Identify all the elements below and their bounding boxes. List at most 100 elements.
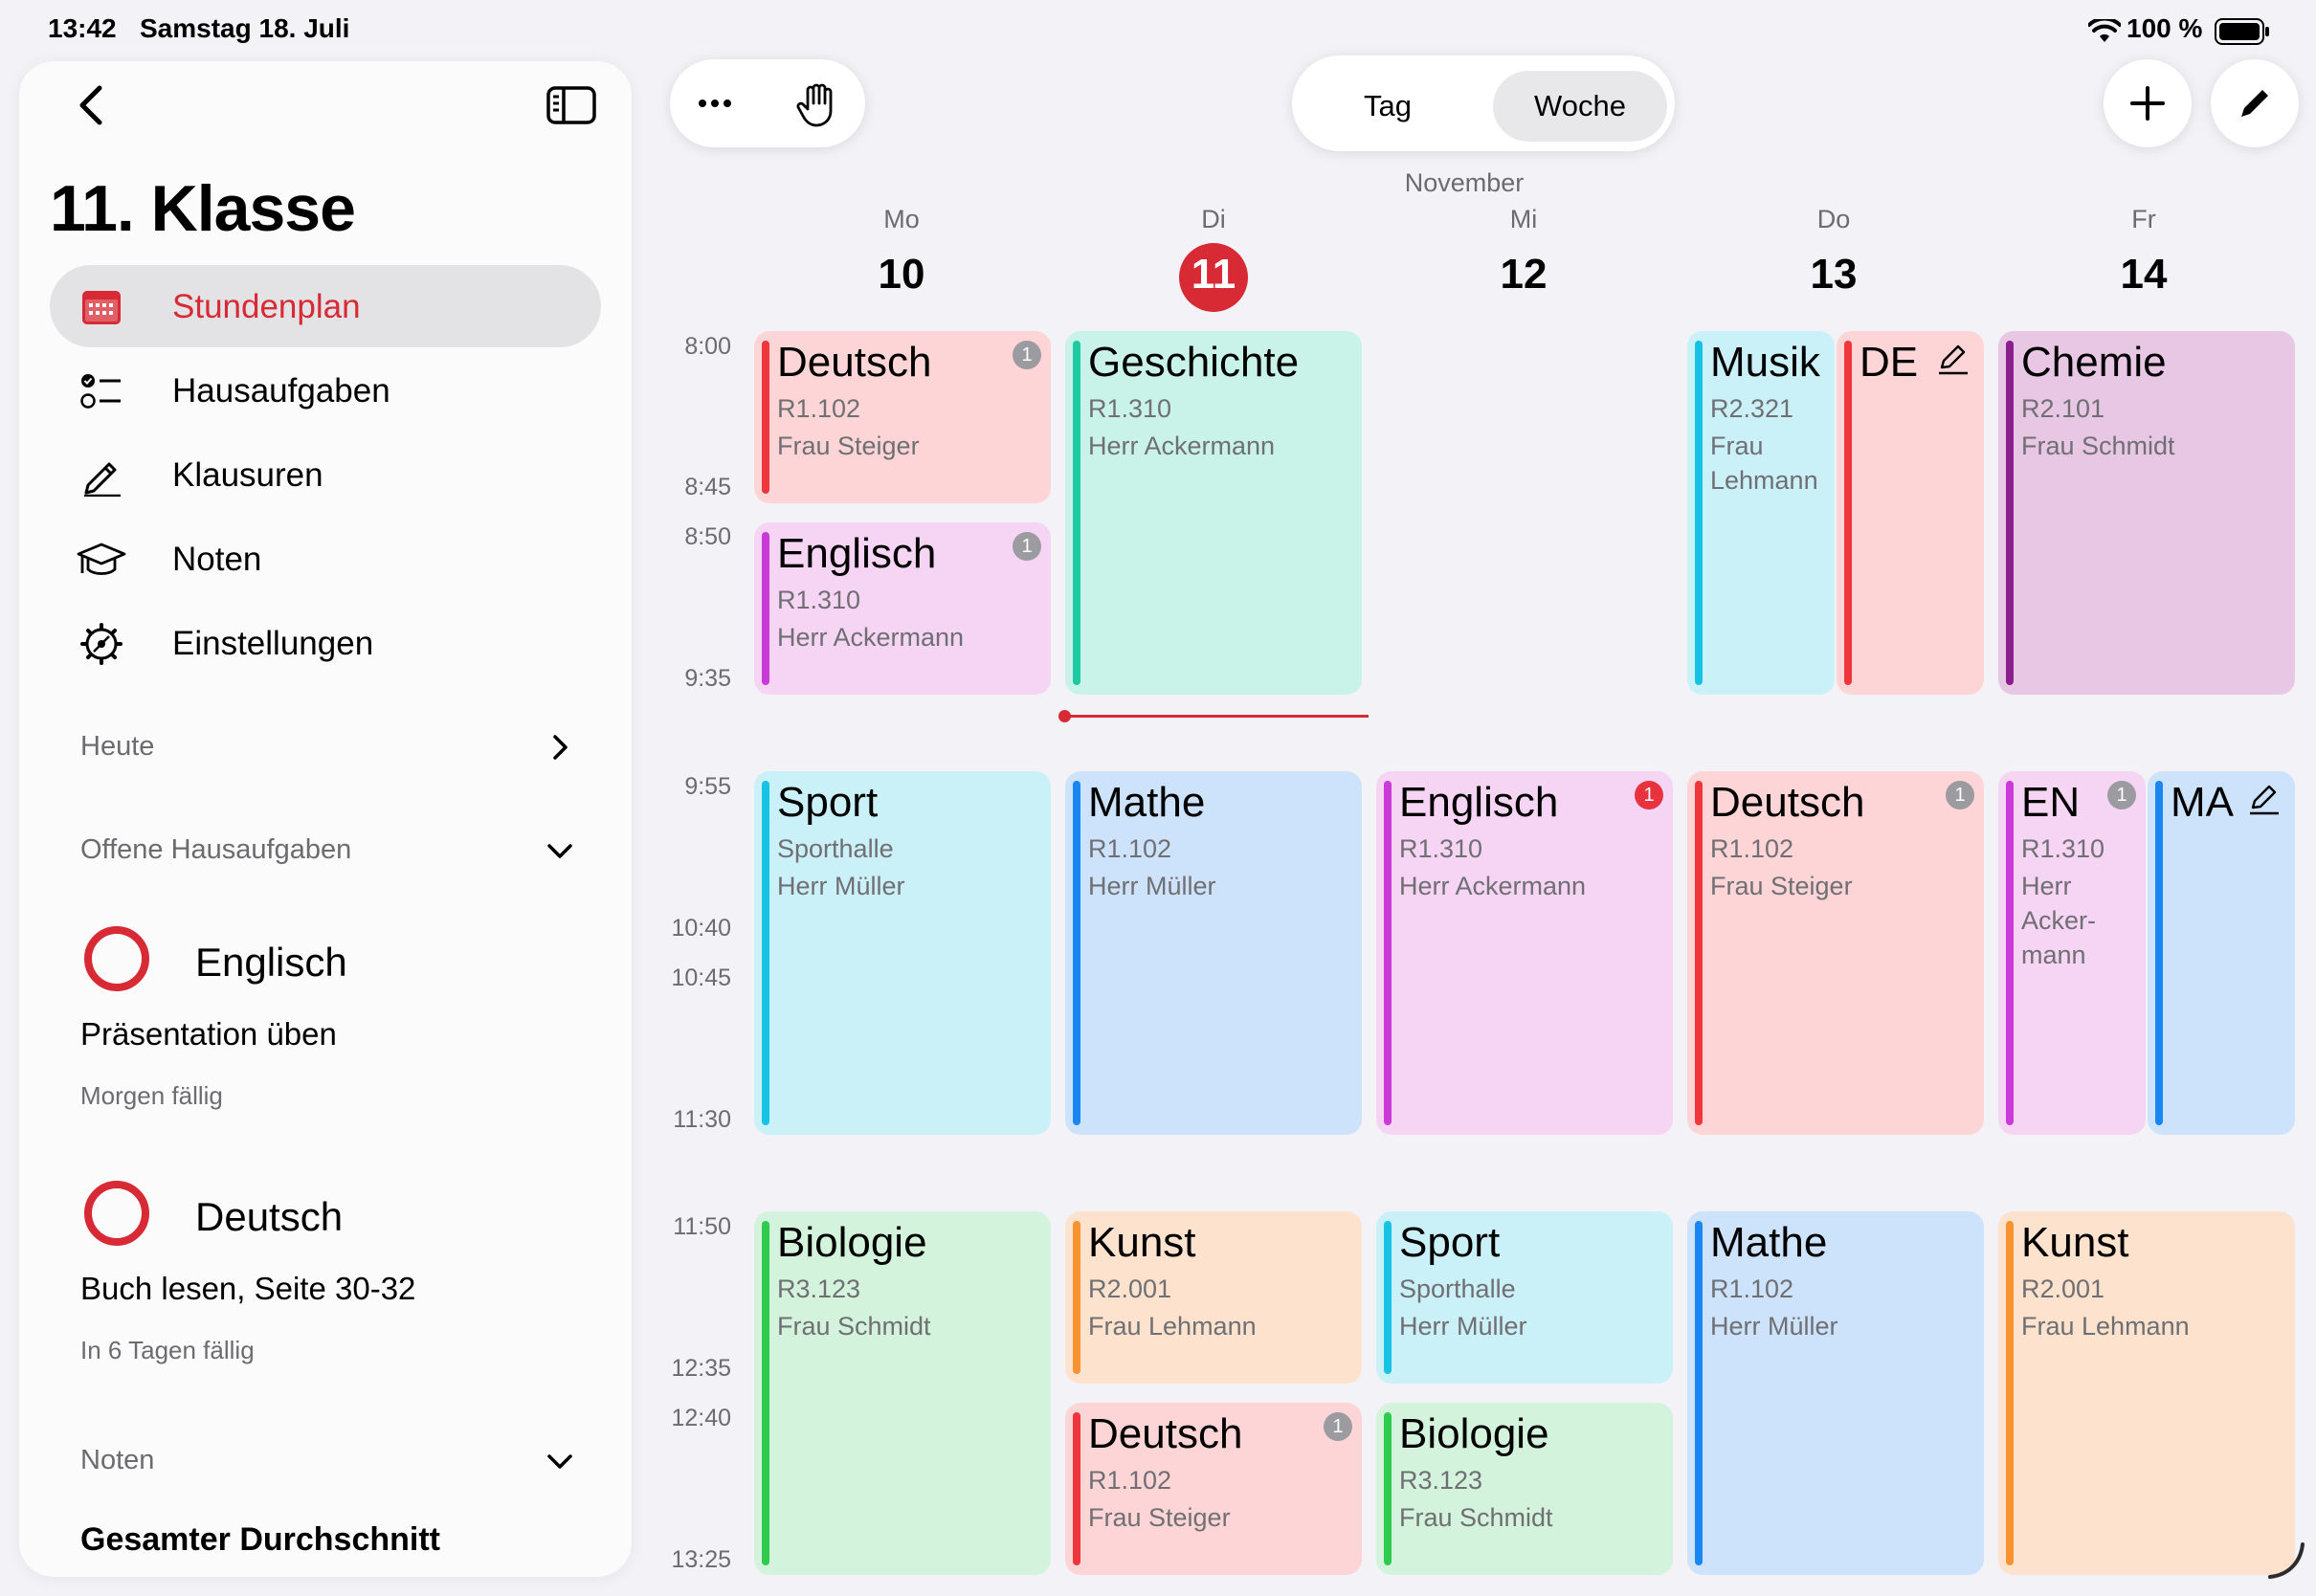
- subject-color-bar: [1073, 341, 1080, 685]
- sidebar-item-einstellungen[interactable]: Einstellungen: [50, 602, 601, 684]
- lesson-block[interactable]: Englisch R1.310 Herr Ackermann 1: [1376, 771, 1673, 1135]
- lesson-teacher: Herr Acker- mann: [2021, 869, 2096, 972]
- edit-button[interactable]: [2211, 59, 2299, 147]
- homework-count-badge: 1: [1013, 341, 1041, 369]
- subject-color-bar: [1695, 781, 1703, 1125]
- day-number-mo[interactable]: 10: [878, 251, 925, 298]
- lesson-block[interactable]: Deutsch R1.102 Frau Steiger 1: [1687, 771, 1984, 1135]
- corner-resize-icon[interactable]: [2264, 1539, 2306, 1581]
- gear-icon: [80, 623, 122, 665]
- view-woche-button[interactable]: Woche: [1493, 71, 1667, 142]
- status-date: Samstag 18. Juli: [140, 13, 350, 43]
- lesson-subject: Sport: [1399, 1219, 1501, 1266]
- homework-complete-toggle[interactable]: [84, 1181, 149, 1246]
- lesson-subject: Mathe: [1710, 1219, 1828, 1266]
- subject-color-bar: [1384, 1221, 1392, 1374]
- lesson-subject: DE: [1859, 339, 1919, 386]
- more-options-icon[interactable]: [691, 84, 739, 122]
- lesson-teacher: Herr Ackermann: [777, 623, 965, 652]
- lesson-block[interactable]: Biologie R3.123 Frau Schmidt: [754, 1211, 1051, 1575]
- lesson-teacher: Frau Steiger: [1710, 872, 1853, 900]
- section-noten[interactable]: Noten: [80, 1445, 155, 1475]
- sidebar-item-klausuren[interactable]: Klausuren: [50, 433, 601, 516]
- lesson-block[interactable]: Sport Sporthalle Herr Müller: [754, 771, 1051, 1135]
- subject-color-bar: [1844, 341, 1852, 685]
- lesson-block[interactable]: Mathe R1.102 Herr Müller: [1687, 1211, 1984, 1575]
- lesson-block[interactable]: Kunst R2.001 Frau Lehmann: [1065, 1211, 1362, 1384]
- wifi-icon: [2088, 19, 2121, 42]
- pencil-icon: [2241, 90, 2268, 117]
- time-label: 12:35: [671, 1355, 731, 1382]
- lesson-block[interactable]: Geschichte R1.310 Herr Ackermann: [1065, 331, 1362, 695]
- view-tag-button[interactable]: Tag: [1364, 89, 1412, 122]
- lesson-teacher: Frau Schmidt: [777, 1312, 931, 1341]
- homework-count-badge: 1: [2107, 781, 2136, 809]
- grades-summary-label: Gesamter Durchschnitt: [80, 1521, 440, 1558]
- lesson-block[interactable]: Kunst R2.001 Frau Lehmann: [1998, 1211, 2295, 1575]
- subject-color-bar: [762, 781, 769, 1125]
- pencil-icon: [2250, 785, 2279, 815]
- lesson-block[interactable]: Musik R2.321 Frau Lehmann: [1687, 331, 1835, 695]
- subject-color-bar: [1695, 341, 1703, 685]
- chevron-down-icon[interactable]: [544, 834, 576, 867]
- day-name-mo: Mo: [883, 205, 920, 233]
- subject-color-bar: [2006, 1221, 2014, 1565]
- lesson-block[interactable]: DE: [1837, 331, 1984, 695]
- add-button[interactable]: [2104, 59, 2192, 147]
- homework-count-badge: 1: [1013, 532, 1041, 561]
- subject-color-bar: [1695, 1221, 1703, 1565]
- sidebar-item-stundenplan[interactable]: Stundenplan: [50, 265, 601, 347]
- lesson-subject: Musik: [1710, 339, 1820, 386]
- checklist-icon: [80, 374, 121, 409]
- lesson-block[interactable]: Deutsch R1.102 Frau Steiger 1: [1065, 1403, 1362, 1575]
- lesson-room: R2.001: [2021, 1275, 2105, 1303]
- plus-icon: [2130, 86, 2165, 121]
- day-number-do[interactable]: 13: [1810, 251, 1858, 298]
- lesson-block[interactable]: Mathe R1.102 Herr Müller: [1065, 771, 1362, 1135]
- day-number-di[interactable]: 11: [1191, 251, 1236, 298]
- sidebar-item-hausaufgaben[interactable]: Hausaufgaben: [50, 349, 601, 432]
- day-number-fr[interactable]: 14: [2120, 251, 2168, 298]
- homework-count-badge: 1: [1324, 1412, 1352, 1441]
- day-number-mi[interactable]: 12: [1500, 251, 1548, 298]
- chevron-down-icon[interactable]: [544, 1445, 576, 1477]
- lesson-block[interactable]: Deutsch R1.102 Frau Steiger 1: [754, 331, 1051, 503]
- lesson-teacher-line: mann: [2021, 941, 2086, 969]
- calendar-month: November: [1404, 168, 1525, 197]
- lesson-subject: Deutsch: [1710, 779, 1865, 826]
- section-heute[interactable]: Heute: [80, 731, 155, 762]
- homework-complete-toggle[interactable]: [84, 926, 149, 991]
- hand-icon[interactable]: [794, 78, 840, 128]
- lesson-room: R1.310: [777, 586, 861, 614]
- back-chevron-icon[interactable]: [73, 82, 111, 128]
- lesson-teacher-line: Lehmann: [1710, 466, 1818, 495]
- sidebar: 11. Klasse Stundenplan Hausaufgaben Klau: [19, 61, 632, 1577]
- lesson-room: R1.102: [777, 394, 861, 423]
- lesson-teacher: Frau Lehmann: [2021, 1312, 2190, 1341]
- current-time-dot: [1058, 710, 1071, 722]
- time-label: 8:45: [684, 474, 731, 500]
- lesson-room: R2.101: [2021, 394, 2105, 423]
- subject-color-bar: [2006, 341, 2014, 685]
- chevron-right-icon[interactable]: [544, 731, 576, 764]
- lesson-block[interactable]: Englisch R1.310 Herr Ackermann 1: [754, 522, 1051, 695]
- lesson-subject: EN: [2021, 779, 2081, 826]
- homework-count-badge: 1: [1946, 781, 1974, 809]
- section-offene-hausaufgaben[interactable]: Offene Hausaufgaben: [80, 834, 352, 865]
- status-time: 13:42: [48, 13, 117, 43]
- lesson-block[interactable]: Sport Sporthalle Herr Müller: [1376, 1211, 1673, 1384]
- sidebar-item-noten[interactable]: Noten: [50, 518, 601, 600]
- subject-color-bar: [762, 532, 769, 685]
- sidebar-toggle-icon[interactable]: [546, 84, 597, 126]
- lesson-block[interactable]: Chemie R2.101 Frau Schmidt: [1998, 331, 2295, 695]
- lesson-block[interactable]: EN R1.310 Herr Acker- mann 1: [1998, 771, 2146, 1135]
- lesson-block[interactable]: Biologie R3.123 Frau Schmidt: [1376, 1403, 1673, 1575]
- calendar-icon: [82, 291, 121, 324]
- lesson-subject: Deutsch: [777, 339, 932, 386]
- subject-color-bar: [762, 341, 769, 494]
- homework-subject: Englisch: [195, 940, 347, 985]
- lesson-block[interactable]: MA: [2148, 771, 2295, 1135]
- lesson-room: Sporthalle: [1399, 1275, 1516, 1303]
- lesson-subject: Kunst: [2021, 1219, 2129, 1266]
- lesson-subject: Biologie: [1399, 1410, 1549, 1457]
